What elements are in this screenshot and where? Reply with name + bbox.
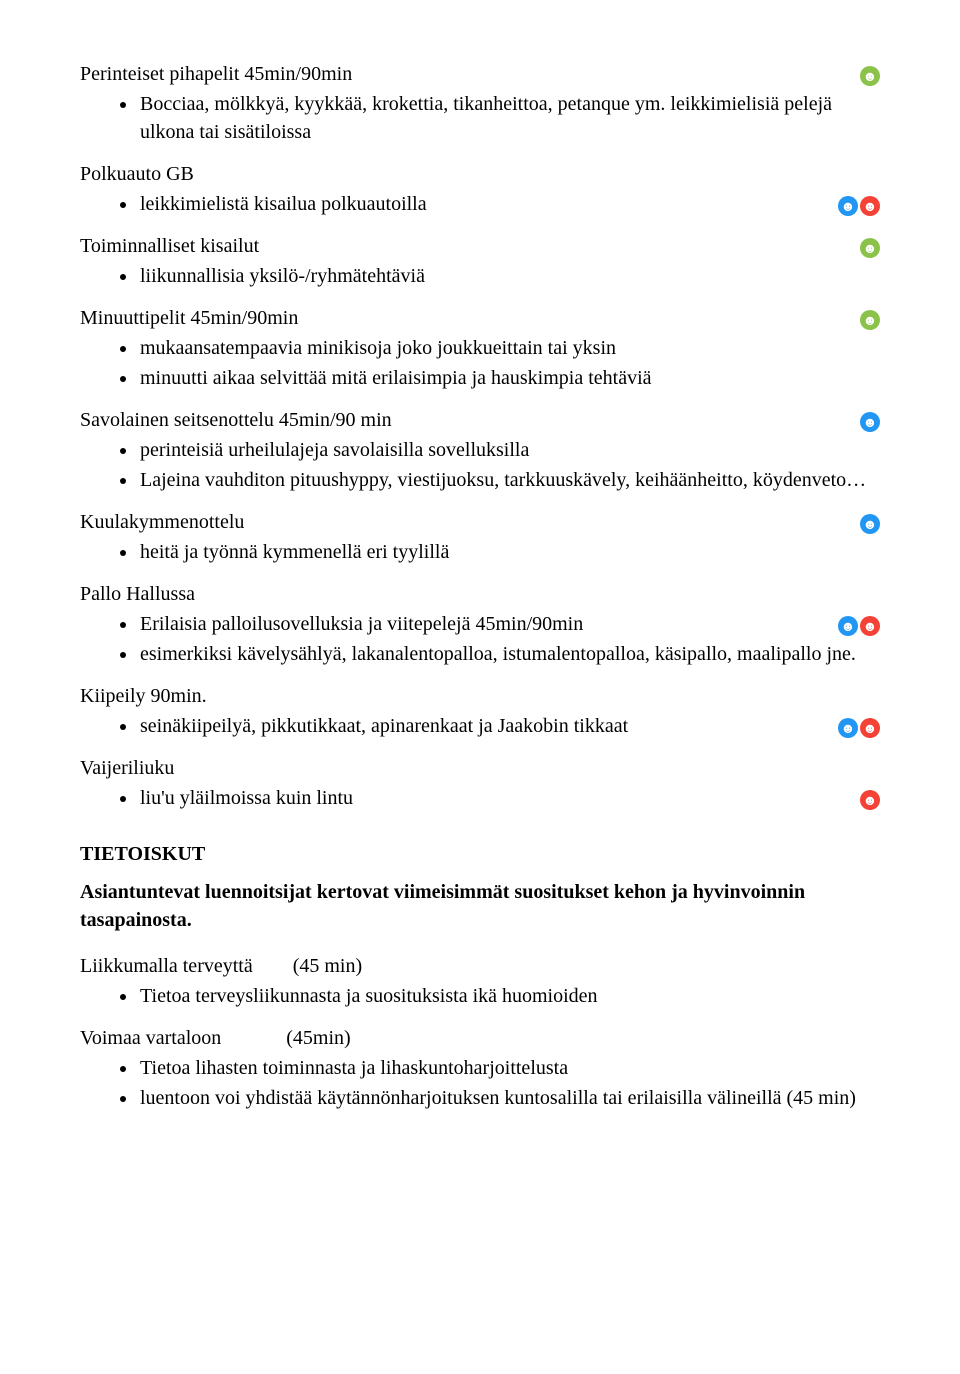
heading-duration: (45min) — [286, 1027, 350, 1049]
smiley-icon: ☻ — [860, 238, 880, 258]
list-item: esimerkiksi kävelysählyä, lakanalentopal… — [138, 640, 880, 668]
list-item: Lajeina vauhditon pituushyppy, viestijuo… — [138, 466, 880, 494]
icons-pallo-b1: ☻☻ — [836, 612, 880, 637]
heading-toiminnalliset: Toiminnalliset kisailut — [80, 232, 259, 260]
icons-pihapelit: ☻ — [858, 62, 880, 87]
smiley-icon: ☻ — [860, 514, 880, 534]
heading-minuuttipelit: Minuuttipelit 45min/90min — [80, 304, 298, 332]
icons-kiipeily-b1: ☻☻ — [836, 714, 880, 739]
list-item: luentoon voi yhdistää käytännönharjoituk… — [138, 1084, 880, 1112]
icons-seitsenottelu: ☻ — [858, 408, 880, 433]
smiley-icon: ☻ — [860, 790, 880, 810]
smiley-icon: ☻ — [838, 718, 858, 738]
smiley-icon: ☻ — [860, 718, 880, 738]
icons-kuulakymmenottelu: ☻ — [858, 510, 880, 535]
section-pallo-hallussa: Pallo Hallussa Erilaisia palloilusovellu… — [80, 580, 880, 668]
list-item-text: Erilaisia palloilusovelluksia ja viitepe… — [140, 610, 826, 638]
list-item: mukaansatempaavia minikisoja joko joukku… — [138, 334, 880, 362]
section-kiipeily: Kiipeily 90min. seinäkiipeilyä, pikkutik… — [80, 682, 880, 740]
list-item: Bocciaa, mölkkyä, kyykkää, krokettia, ti… — [138, 90, 880, 146]
heading-text: Voimaa vartaloon — [80, 1027, 221, 1049]
smiley-icon: ☻ — [860, 196, 880, 216]
list-item: liu'u yläilmoissa kuin lintu ☻ — [138, 784, 880, 812]
smiley-icon: ☻ — [838, 196, 858, 216]
list-item: seinäkiipeilyä, pikkutikkaat, apinarenka… — [138, 712, 880, 740]
smiley-icon: ☻ — [838, 616, 858, 636]
smiley-icon: ☻ — [860, 310, 880, 330]
heading-kuulakymmenottelu: Kuulakymmenottelu — [80, 508, 244, 536]
list-item: leikkimielistä kisailua polkuautoilla ☻☻ — [138, 190, 880, 218]
list-item: perinteisiä urheilulajeja savolaisilla s… — [138, 436, 880, 464]
heading-polkuauto: Polkuauto GB — [80, 160, 880, 188]
section-kuulakymmenottelu: Kuulakymmenottelu ☻ heitä ja työnnä kymm… — [80, 508, 880, 566]
icons-toiminnalliset: ☻ — [858, 234, 880, 259]
list-item: liikunnallisia yksilö-/ryhmätehtäviä — [138, 262, 880, 290]
icons-polkuauto-b1: ☻☻ — [836, 192, 880, 217]
list-item: minuutti aikaa selvittää mitä erilaisimp… — [138, 364, 880, 392]
list-item: Tietoa terveysliikunnasta ja suosituksis… — [138, 982, 880, 1010]
list-item: heitä ja työnnä kymmenellä eri tyylillä — [138, 538, 880, 566]
heading-text: Liikkumalla terveyttä — [80, 955, 253, 977]
section-vaijeriliuku: Vaijeriliuku liu'u yläilmoissa kuin lint… — [80, 754, 880, 812]
list-item-text: liu'u yläilmoissa kuin lintu — [140, 784, 848, 812]
heading-duration: (45 min) — [293, 955, 362, 977]
smiley-icon: ☻ — [860, 616, 880, 636]
heading-seitsenottelu: Savolainen seitsenottelu 45min/90 min — [80, 406, 392, 434]
section-polkuauto: Polkuauto GB leikkimielistä kisailua pol… — [80, 160, 880, 218]
smiley-icon: ☻ — [860, 412, 880, 432]
section-voimaa: Voimaa vartaloon (45min) Tietoa lihasten… — [80, 1024, 880, 1112]
heading-liikkumalla: Liikkumalla terveyttä (45 min) — [80, 952, 880, 980]
heading-kiipeily: Kiipeily 90min. — [80, 682, 880, 710]
heading-tietoiskut: TIETOISKUT — [80, 840, 880, 868]
section-toiminnalliset: Toiminnalliset kisailut ☻ liikunnallisia… — [80, 232, 880, 290]
heading-voimaa: Voimaa vartaloon (45min) — [80, 1024, 880, 1052]
section-pihapelit: Perinteiset pihapelit 45min/90min ☻ Bocc… — [80, 60, 880, 146]
list-item-text: seinäkiipeilyä, pikkutikkaat, apinarenka… — [140, 712, 826, 740]
smiley-icon: ☻ — [860, 66, 880, 86]
section-liikkumalla: Liikkumalla terveyttä (45 min) Tietoa te… — [80, 952, 880, 1010]
heading-pallo-hallussa: Pallo Hallussa — [80, 580, 880, 608]
heading-vaijeriliuku: Vaijeriliuku — [80, 754, 880, 782]
icons-minuuttipelit: ☻ — [858, 306, 880, 331]
list-item: Erilaisia palloilusovelluksia ja viitepe… — [138, 610, 880, 638]
list-item-text: leikkimielistä kisailua polkuautoilla — [140, 190, 826, 218]
tietoiskut-intro: Asiantunteva​t luennoitsijat kertovat vi… — [80, 878, 880, 934]
heading-pihapelit: Perinteiset pihapelit 45min/90min — [80, 60, 352, 88]
list-item: Tietoa lihasten toiminnasta ja lihaskunt… — [138, 1054, 880, 1082]
icons-vaijeriliuku-b1: ☻ — [858, 786, 880, 811]
section-minuuttipelit: Minuuttipelit 45min/90min ☻ mukaansatemp… — [80, 304, 880, 392]
section-seitsenottelu: Savolainen seitsenottelu 45min/90 min ☻ … — [80, 406, 880, 494]
